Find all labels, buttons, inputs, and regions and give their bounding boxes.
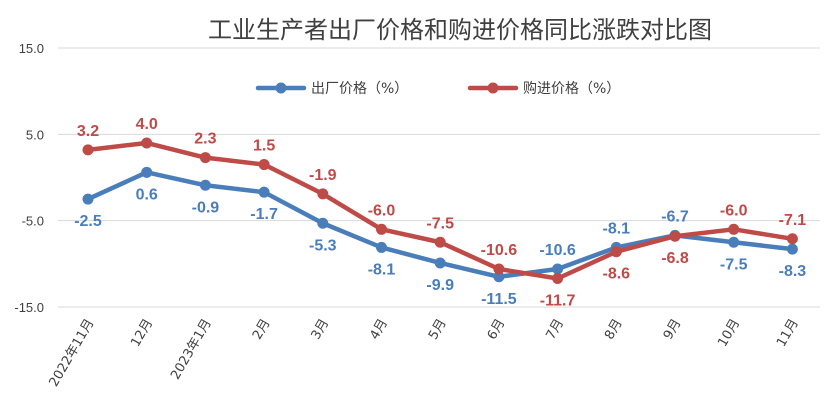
data-point (786, 233, 798, 245)
data-label: 3.2 (77, 123, 99, 140)
data-point (610, 246, 622, 258)
data-label: 0.6 (136, 186, 158, 203)
legend-label: 购进价格（%） (523, 81, 620, 97)
x-tick-label: 4月 (367, 317, 391, 343)
x-tick-label: 7月 (543, 317, 567, 343)
data-label: -9.9 (426, 277, 454, 294)
data-point (199, 152, 211, 164)
legend-marker (487, 82, 499, 94)
data-label: -11.7 (540, 293, 576, 310)
data-label: -8.1 (603, 220, 631, 237)
data-label: -10.6 (481, 242, 518, 259)
data-point (141, 166, 153, 178)
chart-title: 工业生产者出厂价格和购进价格同比涨跌对比图 (208, 16, 712, 44)
data-label: -2.5 (74, 213, 102, 230)
grid-lines (58, 47, 820, 308)
legend-label: 出厂价格（%） (311, 81, 408, 97)
data-label: -8.1 (368, 261, 396, 278)
x-tick-label: 2月 (250, 317, 274, 343)
data-label: -0.9 (192, 199, 220, 216)
data-label: 1.5 (253, 138, 275, 155)
data-label: -7.5 (426, 215, 454, 232)
data-label: -11.5 (481, 291, 517, 308)
x-tick-label: 3月 (309, 317, 333, 343)
y-tick-label: 15.0 (19, 41, 44, 56)
data-point (258, 186, 270, 198)
data-label: -8.3 (779, 263, 807, 280)
data-label: -8.6 (603, 266, 631, 283)
data-point (493, 263, 505, 275)
data-label: -5.3 (309, 237, 337, 254)
data-point (376, 223, 387, 235)
data-label: -6.8 (661, 250, 689, 267)
x-tick-label: 9月 (661, 317, 685, 343)
data-point (552, 263, 564, 275)
data-labels: -2.5 0.6 -0.9 -1.7 -5.3 -8.1 -9.9 -11.5 -10.6 -8.… (74, 116, 806, 310)
x-tick-label: 5月 (426, 317, 450, 343)
data-point (199, 179, 211, 191)
data-point (434, 236, 446, 248)
data-label: -1.9 (309, 167, 337, 184)
data-point (786, 243, 798, 255)
data-point (376, 241, 387, 253)
y-axis: 15.0 5.0 -5.0 -15.0 (14, 41, 44, 315)
series-layer (82, 137, 798, 285)
data-point (434, 257, 446, 269)
data-point (669, 230, 681, 242)
data-label: -1.7 (250, 206, 278, 223)
data-point (82, 193, 94, 205)
data-point (317, 188, 329, 200)
data-point (258, 159, 270, 171)
data-label: 4.0 (136, 116, 158, 133)
x-tick-label: 6月 (485, 317, 509, 343)
data-label: -6.0 (368, 202, 396, 219)
data-label: -6.7 (661, 208, 689, 225)
data-label: 2.3 (194, 131, 216, 148)
data-point (82, 144, 94, 156)
data-point (141, 137, 153, 149)
data-point (728, 223, 740, 235)
x-tick-label: 2022年11月 (47, 317, 98, 390)
x-tick-label: 11月 (774, 317, 802, 350)
x-tick-label: 2023年1月 (168, 317, 215, 383)
x-tick-label: 12月 (128, 317, 156, 350)
data-point (493, 271, 505, 283)
x-axis: 2022年11月 12月 2023年1月 2月 3月 4月 5月 6月 7月 8月 9月 10月 11月 (47, 317, 802, 390)
x-tick-label: 10月 (715, 317, 743, 350)
data-point (317, 217, 329, 229)
data-point (552, 273, 564, 285)
data-label: -10.6 (539, 242, 576, 259)
data-label: -7.1 (779, 212, 807, 229)
data-label: -7.5 (720, 256, 748, 273)
data-label: -6.0 (720, 202, 748, 219)
y-tick-label: -5.0 (22, 214, 44, 229)
x-tick-label: 8月 (602, 317, 626, 343)
legend-marker (275, 82, 287, 94)
legend: 出厂价格（%） 购进价格（%） (255, 81, 620, 97)
y-tick-label: 5.0 (26, 127, 44, 142)
data-point (728, 236, 740, 248)
y-tick-label: -15.0 (14, 300, 44, 315)
